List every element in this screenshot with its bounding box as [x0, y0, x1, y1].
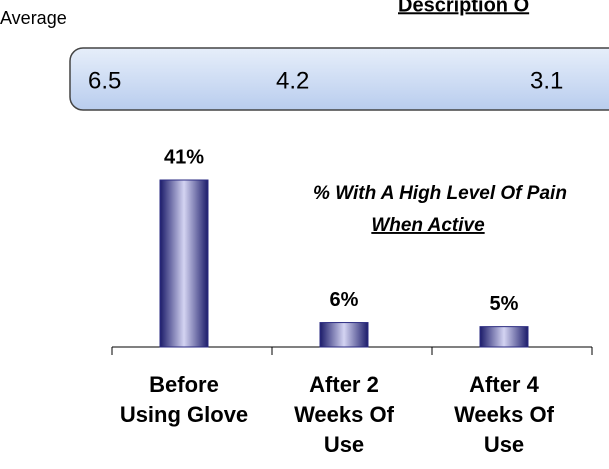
average-value: 3.1 — [530, 67, 563, 94]
x-tick-label: Before Using Glove — [119, 372, 249, 427]
average-box — [69, 47, 609, 111]
bar — [159, 179, 209, 348]
annotation: % With A High Level Of Pain — [313, 183, 567, 204]
average-value: 6.5 — [88, 67, 121, 94]
annotation-emphasis: When Active — [371, 215, 485, 236]
value-label: 41% — [164, 146, 204, 168]
x-tick-label: After 4 Weeks Of Use — [454, 372, 554, 457]
value-label: 5% — [490, 293, 519, 315]
header: Description O — [398, 0, 529, 16]
value-label: 6% — [330, 289, 359, 311]
bar — [319, 322, 369, 348]
x-tick-label: After 2 Weeks Of Use — [294, 372, 394, 457]
bar — [479, 326, 529, 348]
average-value: 4.2 — [276, 67, 309, 94]
average-label: Average — [0, 8, 67, 28]
